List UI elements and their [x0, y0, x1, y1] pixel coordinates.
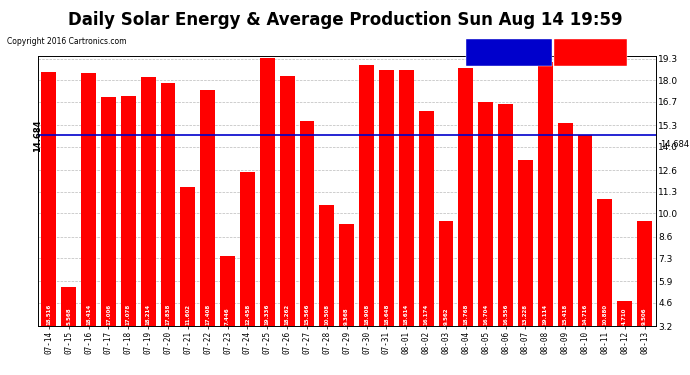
Bar	[399, 70, 414, 326]
Bar	[518, 160, 533, 326]
Text: 9.506: 9.506	[642, 308, 647, 326]
Bar	[41, 72, 57, 326]
Text: 4.710: 4.710	[622, 308, 627, 326]
Bar	[260, 58, 275, 326]
Text: 12.458: 12.458	[245, 304, 250, 326]
Text: 15.566: 15.566	[304, 304, 310, 326]
Bar	[319, 205, 335, 326]
Bar	[618, 301, 632, 326]
Bar	[101, 97, 116, 326]
Text: Daily  (kWh): Daily (kWh)	[564, 48, 617, 57]
Bar	[359, 65, 374, 326]
Bar	[200, 90, 215, 326]
Bar	[339, 224, 354, 326]
Text: 10.880: 10.880	[602, 304, 607, 326]
Text: 7.446: 7.446	[225, 308, 230, 326]
Text: Daily Solar Energy & Average Production Sun Aug 14 19:59: Daily Solar Energy & Average Production …	[68, 11, 622, 29]
Bar	[220, 256, 235, 326]
Bar	[578, 135, 593, 326]
Bar	[498, 104, 513, 326]
Text: 17.006: 17.006	[106, 304, 111, 326]
Text: Average  (kWh): Average (kWh)	[475, 48, 542, 57]
Text: 18.648: 18.648	[384, 304, 389, 326]
Text: 14.684: 14.684	[660, 140, 689, 149]
Text: 11.602: 11.602	[186, 304, 190, 326]
Text: 16.174: 16.174	[424, 304, 428, 326]
Text: Copyright 2016 Cartronics.com: Copyright 2016 Cartronics.com	[7, 38, 126, 46]
Text: 18.414: 18.414	[86, 304, 91, 326]
Bar	[637, 222, 652, 326]
Bar	[161, 83, 175, 326]
Text: 18.214: 18.214	[146, 304, 150, 326]
Bar	[419, 111, 433, 326]
Bar	[61, 287, 76, 326]
Text: 17.838: 17.838	[166, 304, 170, 326]
Text: 18.768: 18.768	[464, 304, 469, 326]
Bar	[558, 123, 573, 326]
Text: 14.684: 14.684	[33, 119, 43, 152]
Text: 5.568: 5.568	[66, 308, 71, 326]
Text: 18.516: 18.516	[46, 304, 51, 326]
Bar	[279, 76, 295, 326]
Text: 15.418: 15.418	[562, 304, 568, 326]
Bar	[299, 121, 315, 326]
Text: 9.368: 9.368	[344, 308, 349, 326]
Text: 13.228: 13.228	[523, 304, 528, 326]
Text: 18.262: 18.262	[285, 304, 290, 326]
Bar	[81, 74, 96, 326]
Bar	[240, 172, 255, 326]
Bar	[141, 77, 156, 326]
Text: 19.114: 19.114	[543, 304, 548, 326]
Bar	[458, 68, 473, 326]
Text: 18.614: 18.614	[404, 304, 408, 326]
Bar	[180, 187, 195, 326]
Bar	[598, 199, 612, 326]
Text: 10.508: 10.508	[324, 304, 329, 326]
Text: 18.908: 18.908	[364, 304, 369, 326]
Text: 14.716: 14.716	[582, 304, 587, 326]
Text: 16.556: 16.556	[503, 304, 508, 326]
Bar	[439, 220, 453, 326]
Bar	[538, 62, 553, 326]
Bar	[121, 96, 136, 326]
Text: 17.408: 17.408	[205, 304, 210, 326]
Bar	[478, 102, 493, 326]
Text: 17.078: 17.078	[126, 304, 131, 326]
Text: 19.336: 19.336	[265, 304, 270, 326]
Text: 16.704: 16.704	[483, 304, 489, 326]
Bar	[379, 70, 394, 326]
Text: 9.562: 9.562	[444, 308, 448, 326]
